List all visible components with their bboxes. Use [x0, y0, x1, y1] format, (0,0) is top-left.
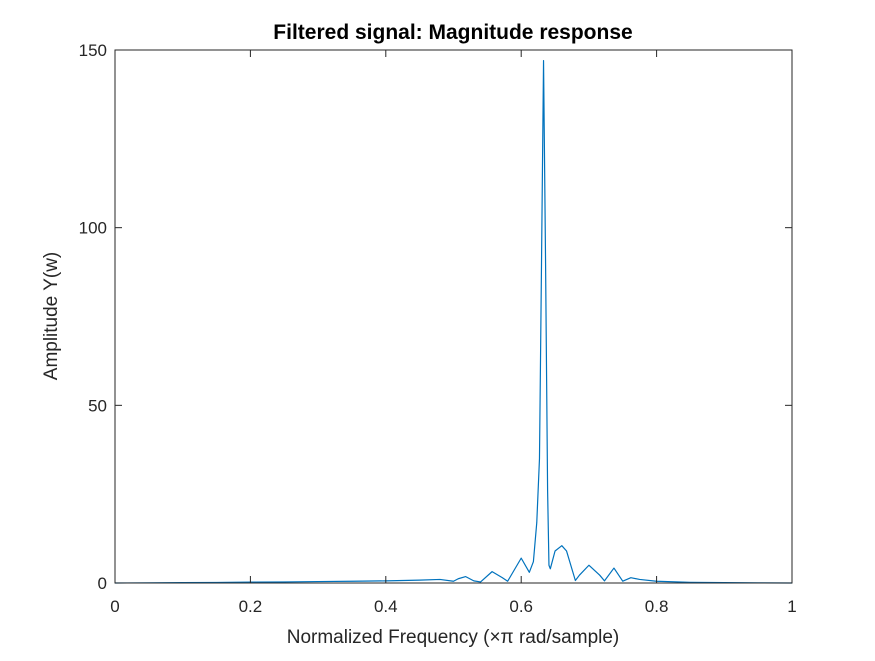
- x-tick-label: 0.4: [374, 597, 398, 616]
- x-tick-label: 1: [787, 597, 796, 616]
- y-axis-label: Amplitude Y(w): [41, 252, 62, 380]
- plot-area: [115, 50, 792, 583]
- x-tick-label: 0.6: [509, 597, 533, 616]
- y-tick-label: 150: [79, 41, 107, 60]
- series-line-0: [114, 60, 793, 584]
- y-tick-label: 100: [79, 219, 107, 238]
- x-tick-label: 0.2: [239, 597, 263, 616]
- x-tick-label: 0.8: [645, 597, 669, 616]
- axis-ticks: 0 0.2 0.4 0.6 0.8 1 0 50 100 150: [79, 41, 797, 616]
- y-tick-label: 0: [98, 574, 107, 593]
- y-tick-label: 50: [88, 396, 107, 415]
- x-tick-label: 0: [110, 597, 119, 616]
- x-axis-label: Normalized Frequency (×π rad/sample): [287, 627, 620, 648]
- chart-title: Filtered signal: Magnitude response: [273, 21, 632, 44]
- plot-frame: [114, 49, 793, 584]
- chart-marks: [114, 60, 793, 584]
